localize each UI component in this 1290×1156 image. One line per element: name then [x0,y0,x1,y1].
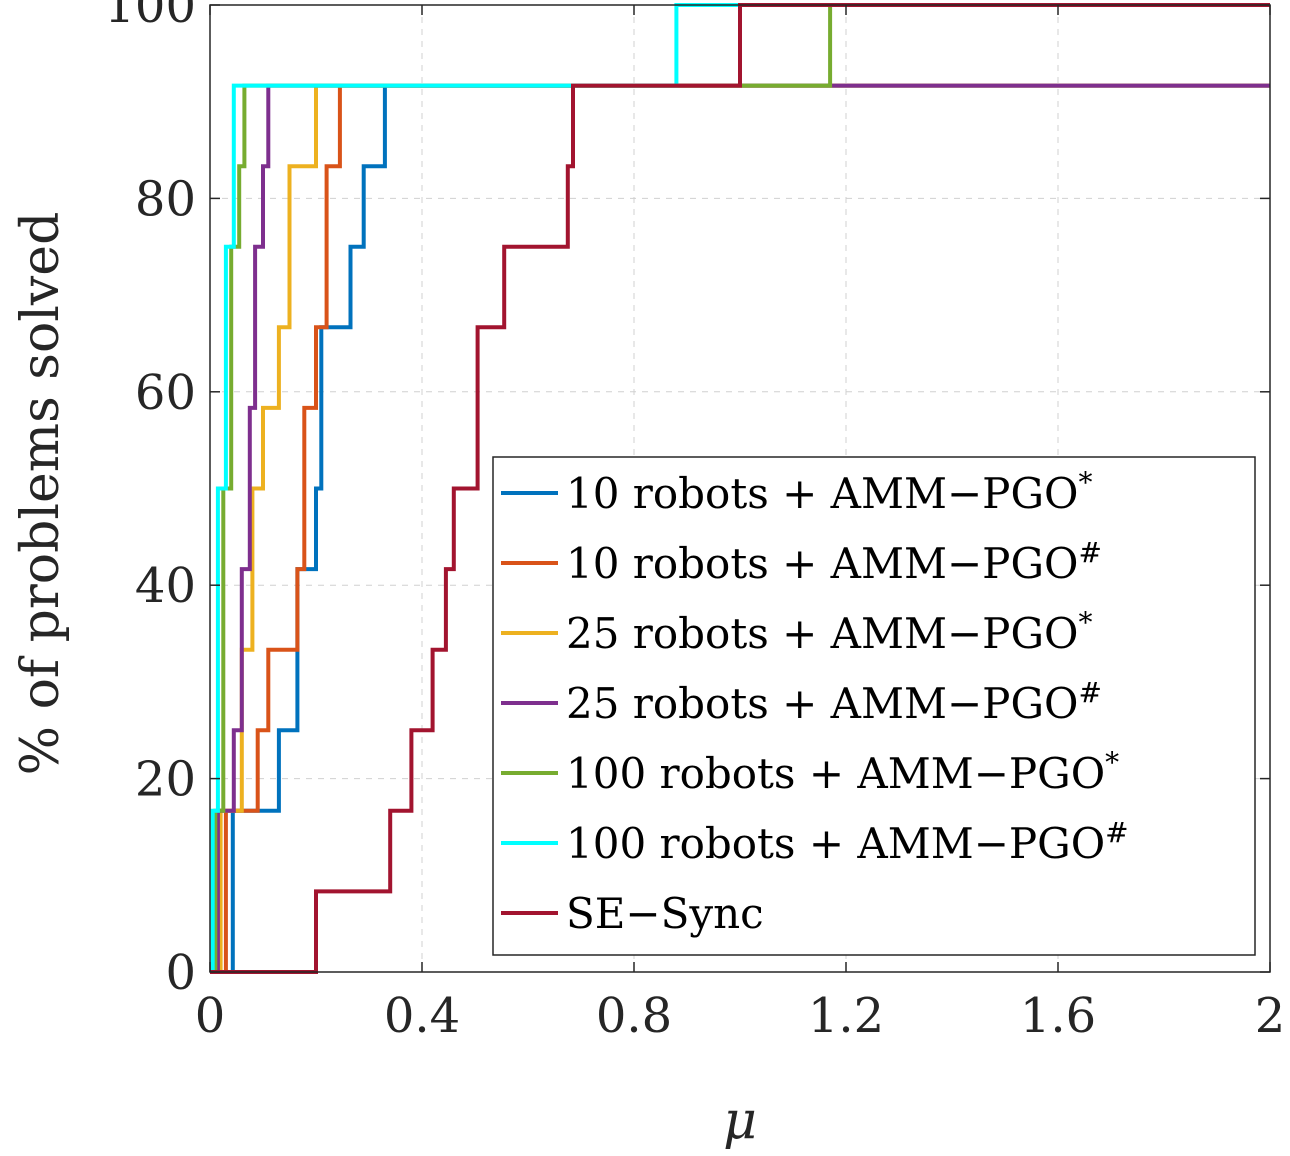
ticks [209,4,1271,973]
x-tick-label: 0.4 [384,988,460,1044]
x-tick-label: 2 [1255,988,1286,1044]
legend-label-2: 25 robots + AMM−PGO* [566,606,1092,658]
y-tick-label: 20 [135,752,196,808]
legend-label-4: 100 robots + AMM−PGO* [566,746,1119,798]
axes-box [209,4,1271,973]
legend-label-text: 25 robots + AMM−PGO [566,679,1078,728]
legend-label-superscript: # [1078,676,1101,709]
legend-label-superscript: * [1105,746,1119,779]
legend-label-text: 100 robots + AMM−PGO [566,749,1105,798]
legend-label-text: 100 robots + AMM−PGO [566,819,1105,868]
legend-box [492,456,1256,956]
legend-label-1: 10 robots + AMM−PGO# [566,536,1102,588]
series-line-5 [210,3,1270,974]
y-tick-label: 100 [104,0,196,34]
legend-label-0: 10 robots + AMM−PGO* [566,466,1092,518]
legend-label-text: SE−Sync [566,889,764,938]
legend-label-6: SE−Sync [566,889,764,938]
y-axis-label: % of problems solved [11,212,71,776]
series-line-0 [210,83,1270,974]
y-tick-label: 80 [135,171,196,227]
legend-label-text: 10 robots + AMM−PGO [566,469,1078,518]
legend-label-5: 100 robots + AMM−PGO# [566,816,1129,868]
series-group [210,3,1270,974]
legend-label-superscript: * [1078,466,1092,499]
x-tick-label: 1.6 [1020,988,1096,1044]
legend-label-superscript: # [1078,536,1101,569]
x-tick-label: 1.2 [808,988,884,1044]
x-axis-label: μ [723,1091,757,1151]
legend-label-superscript: * [1078,606,1092,639]
y-tick-label: 60 [135,365,196,421]
series-line-3 [210,83,1270,974]
legend-label-text: 10 robots + AMM−PGO [566,539,1078,588]
legend-label-3: 25 robots + AMM−PGO# [566,676,1102,728]
x-tick-label: 0 [195,988,226,1044]
y-tick-label: 0 [165,945,196,1001]
legend-label-superscript: # [1105,816,1128,849]
y-tick-label: 40 [135,558,196,614]
x-tick-label: 0.8 [596,988,672,1044]
legend-label-text: 25 robots + AMM−PGO [566,609,1078,658]
series-line-6 [210,3,1270,974]
legend: 10 robots + AMM−PGO*10 robots + AMM−PGO#… [492,456,1256,956]
series-line-1 [210,83,1270,974]
